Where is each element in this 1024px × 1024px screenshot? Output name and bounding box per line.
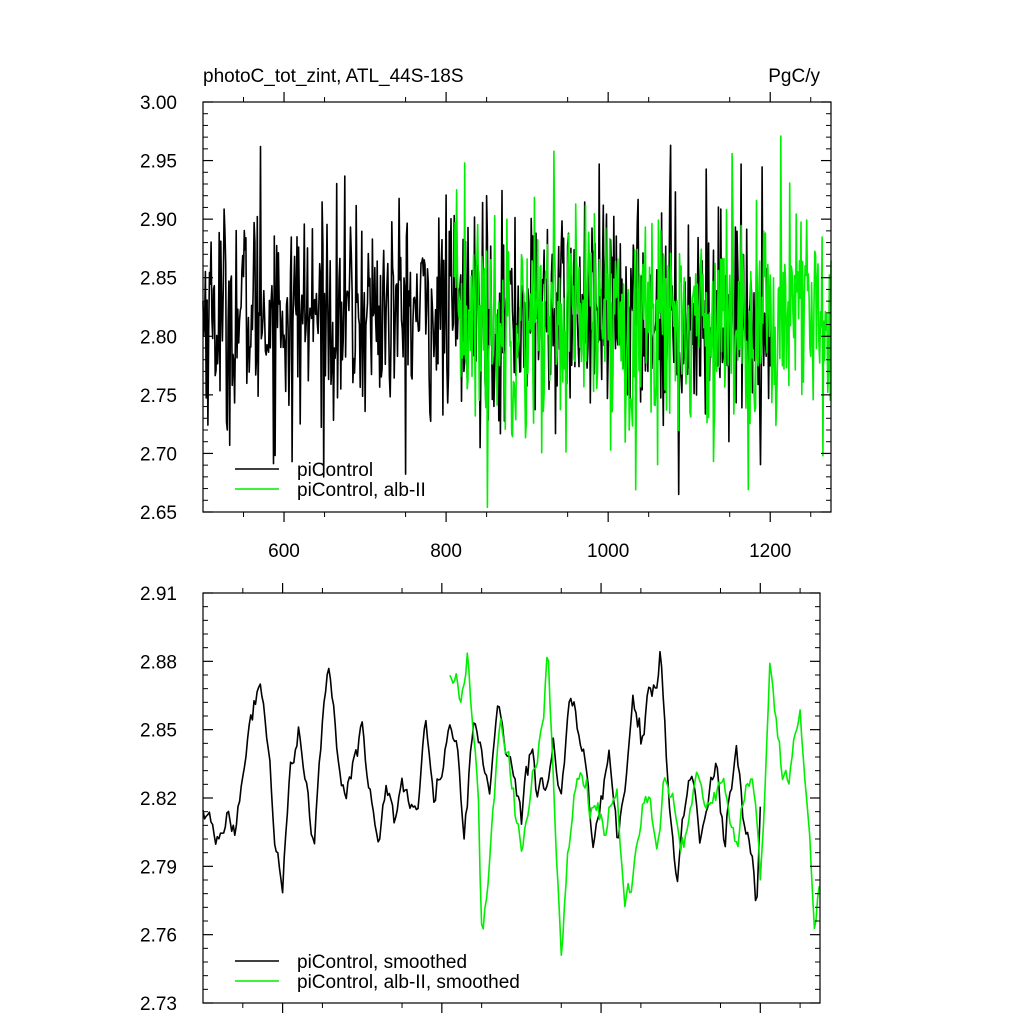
- y-tick-label: 2.70: [140, 444, 177, 465]
- x-tick-label: 600: [268, 541, 300, 562]
- top-axes: 2.65 2.70 2.75 2.80 2.85 2.90 2.95 3.00 600 800 10…: [140, 92, 832, 562]
- y-tick-label: 2.90: [140, 210, 177, 231]
- bottom-chart-panel: 2.73 2.76 2.79 2.82 2.85 2.88 2.91 piControl, …: [140, 583, 821, 1015]
- y-tick-label: 2.76: [140, 926, 177, 947]
- plot-frame: [202, 101, 832, 513]
- series-line-picontrol-alb-ii: [453, 135, 832, 509]
- legend-label: piControl, smoothed: [297, 952, 467, 973]
- legend-label: piControl, alb-II, smoothed: [297, 972, 520, 993]
- y-tick-label: 2.85: [140, 269, 177, 290]
- chart-units: PgC/y: [768, 66, 820, 87]
- y-tick-label: 2.88: [140, 652, 177, 673]
- top-plot-area: [202, 135, 832, 509]
- chart-title: photoC_tot_zint, ATL_44S-18S: [203, 66, 464, 87]
- legend-label: piControl: [297, 460, 373, 481]
- y-tick-label: 2.82: [140, 789, 177, 810]
- y-tick-label: 2.79: [140, 857, 177, 878]
- y-tick-label: 2.85: [140, 721, 177, 742]
- y-tick-label: 3.00: [140, 93, 177, 114]
- x-tick-label: 1000: [587, 541, 629, 562]
- y-tick-label: 2.80: [140, 327, 177, 348]
- series-line-picontrol: [202, 650, 762, 902]
- x-tick-label: 1200: [749, 541, 791, 562]
- bottom-plot-area: [202, 650, 820, 956]
- series-line-picontrol: [202, 144, 771, 496]
- y-tick-label: 2.73: [140, 994, 177, 1015]
- y-tick-label: 2.91: [140, 584, 177, 605]
- series-line-picontrol-alb-ii: [449, 652, 820, 956]
- y-tick-label: 2.95: [140, 152, 177, 173]
- y-tick-label: 2.75: [140, 386, 177, 407]
- x-tick-label: 800: [430, 541, 462, 562]
- bottom-axes: 2.73 2.76 2.79 2.82 2.85 2.88 2.91: [140, 583, 821, 1015]
- y-tick-label: 2.65: [140, 503, 177, 524]
- legend-label: piControl, alb-II: [297, 480, 426, 501]
- top-chart-panel: photoC_tot_zint, ATL_44S-18S PgC/y 2.652…: [140, 66, 832, 562]
